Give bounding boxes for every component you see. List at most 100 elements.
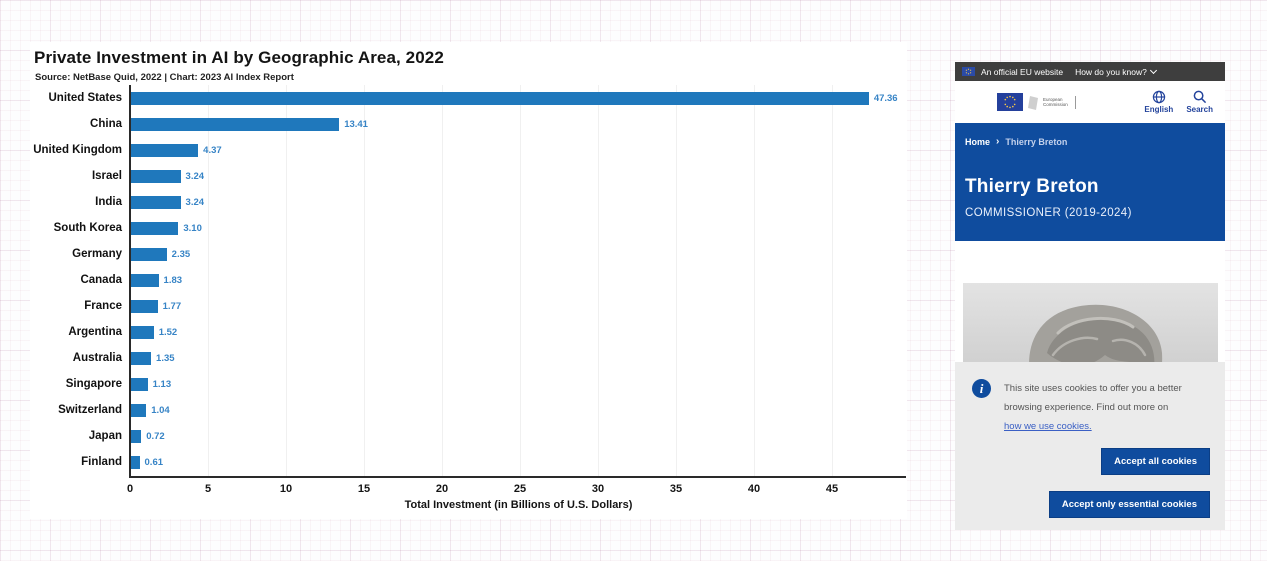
ai-investment-chart-card: Private Investment in AI by Geographic A… <box>30 42 907 519</box>
bar-row: Israel 3.24 <box>30 163 907 189</box>
bar-value-label: 1.04 <box>151 404 170 416</box>
bar-track: 3.24 <box>130 169 907 183</box>
bar-track: 1.77 <box>130 299 907 313</box>
bar-track: 1.04 <box>130 403 907 417</box>
x-tick-label: 20 <box>435 483 449 495</box>
bar-value-label: 47.36 <box>873 92 898 104</box>
bar-rows: United States 47.36 China 13.41 United Kingd… <box>30 85 907 475</box>
bar <box>130 143 199 157</box>
bar-track: 1.13 <box>130 377 907 391</box>
gridline <box>520 85 521 477</box>
bar-label: Finland <box>81 456 122 468</box>
info-icon: i <box>972 379 991 398</box>
gridline <box>286 85 287 477</box>
bar <box>130 377 148 391</box>
bar-value-label: 0.61 <box>144 456 164 468</box>
chart-gridlines <box>30 85 907 477</box>
eu-flag-icon <box>997 93 1023 111</box>
bar-track: 3.24 <box>130 195 907 209</box>
plot-area: United States 47.36 China 13.41 United Kingd… <box>30 85 907 519</box>
bar-row: South Korea 3.10 <box>30 215 907 241</box>
bar-row: Argentina 1.52 <box>30 319 907 345</box>
cookie-consent-banner: i This site uses cookies to offer you a … <box>955 362 1225 530</box>
page-subtitle: COMMISSIONER (2019-2024) <box>965 207 1132 219</box>
bar-label: Israel <box>91 170 122 182</box>
x-tick-label: 25 <box>513 483 527 495</box>
bar <box>130 455 140 469</box>
x-tick-label: 0 <box>126 483 134 495</box>
breadcrumb-home-link[interactable]: Home <box>965 136 991 147</box>
cookie-policy-link[interactable]: how we use cookies. <box>1004 421 1092 432</box>
bar-label: India <box>95 196 122 208</box>
x-axis-label: Total Investment (in Billions of U.S. Do… <box>404 499 633 511</box>
breadcrumb: Home › Thierry Breton <box>965 136 1213 147</box>
gridline <box>832 85 833 477</box>
bar-track: 1.35 <box>130 351 907 365</box>
ec-logo-wordmark: European Commission <box>1043 97 1068 108</box>
bar-row: Singapore 1.13 <box>30 371 907 397</box>
eu-flag-icon <box>962 67 975 76</box>
bar-track: 3.10 <box>130 221 907 235</box>
x-axis-line <box>129 476 906 478</box>
x-tick-label: 10 <box>279 483 293 495</box>
bar-value-label: 1.77 <box>162 300 182 312</box>
bar-value-label: 1.83 <box>163 274 183 286</box>
bar-label: France <box>84 300 122 312</box>
y-axis-line <box>129 85 131 477</box>
bar-label: Germany <box>72 248 122 260</box>
bar-track: 2.35 <box>130 247 907 261</box>
bar <box>130 351 152 365</box>
language-selector[interactable]: English <box>1144 90 1173 114</box>
bar <box>130 429 142 443</box>
search-label: Search <box>1186 105 1213 114</box>
x-tick-label: 30 <box>591 483 605 495</box>
accept-essential-cookies-button[interactable]: Accept only essential cookies <box>1048 491 1210 518</box>
bar <box>130 403 147 417</box>
bar <box>130 299 158 313</box>
bar-label: China <box>90 118 122 130</box>
bar-row: Australia 1.35 <box>30 345 907 371</box>
logo-line2: Commission <box>1043 102 1068 107</box>
gridline <box>676 85 677 477</box>
bar <box>130 91 869 105</box>
page-title: Thierry Breton <box>965 176 1099 197</box>
bar-row: Finland 0.61 <box>30 449 907 475</box>
bar-label: United States <box>48 92 123 104</box>
bar-value-label: 3.10 <box>183 222 202 234</box>
gridline <box>754 85 755 477</box>
hero-banner: Home › Thierry Breton Thierry Breton COM… <box>955 123 1225 241</box>
bar-label: South Korea <box>53 222 122 234</box>
bar-row: India 3.24 <box>30 189 907 215</box>
bar-track: 0.61 <box>130 455 907 469</box>
bar-label: Singapore <box>65 378 122 390</box>
bar-value-label: 1.52 <box>158 326 178 338</box>
x-tick-label: 40 <box>747 483 761 495</box>
header-actions: English Search <box>1144 90 1213 114</box>
search-button[interactable]: Search <box>1186 90 1213 114</box>
bar-track: 47.36 <box>130 91 907 105</box>
accept-all-cookies-button[interactable]: Accept all cookies <box>1101 448 1210 475</box>
x-axis-ticks: 0 5 10 15 20 25 30 35 40 45 <box>30 483 907 497</box>
bar-value-label: 4.37 <box>203 144 222 156</box>
chart-title: Private Investment in AI by Geographic A… <box>34 48 444 67</box>
gridline <box>442 85 443 477</box>
gridline <box>208 85 209 477</box>
how-do-you-know-label: How do you know? <box>1075 66 1147 77</box>
bar-label: Switzerland <box>58 404 122 416</box>
bar <box>130 247 167 261</box>
bar <box>130 117 340 131</box>
bar-track: 13.41 <box>130 117 907 131</box>
bar-label: Australia <box>72 352 122 364</box>
chart-source: Source: NetBase Quid, 2022 | Chart: 2023… <box>35 72 294 83</box>
ec-logo[interactable]: European Commission <box>997 93 1076 111</box>
cookie-line1: This site uses cookies to offer you a be… <box>1004 383 1182 394</box>
bar-row: United States 47.36 <box>30 85 907 111</box>
ec-website-window: An official EU website How do you know? <box>955 62 1225 530</box>
x-tick-label: 45 <box>825 483 839 495</box>
eu-official-banner: An official EU website How do you know? <box>955 62 1225 81</box>
bar-row: Japan 0.72 <box>30 423 907 449</box>
how-do-you-know-toggle[interactable]: How do you know? <box>1075 66 1157 77</box>
logo-divider <box>1074 95 1076 109</box>
globe-icon <box>1152 90 1166 104</box>
